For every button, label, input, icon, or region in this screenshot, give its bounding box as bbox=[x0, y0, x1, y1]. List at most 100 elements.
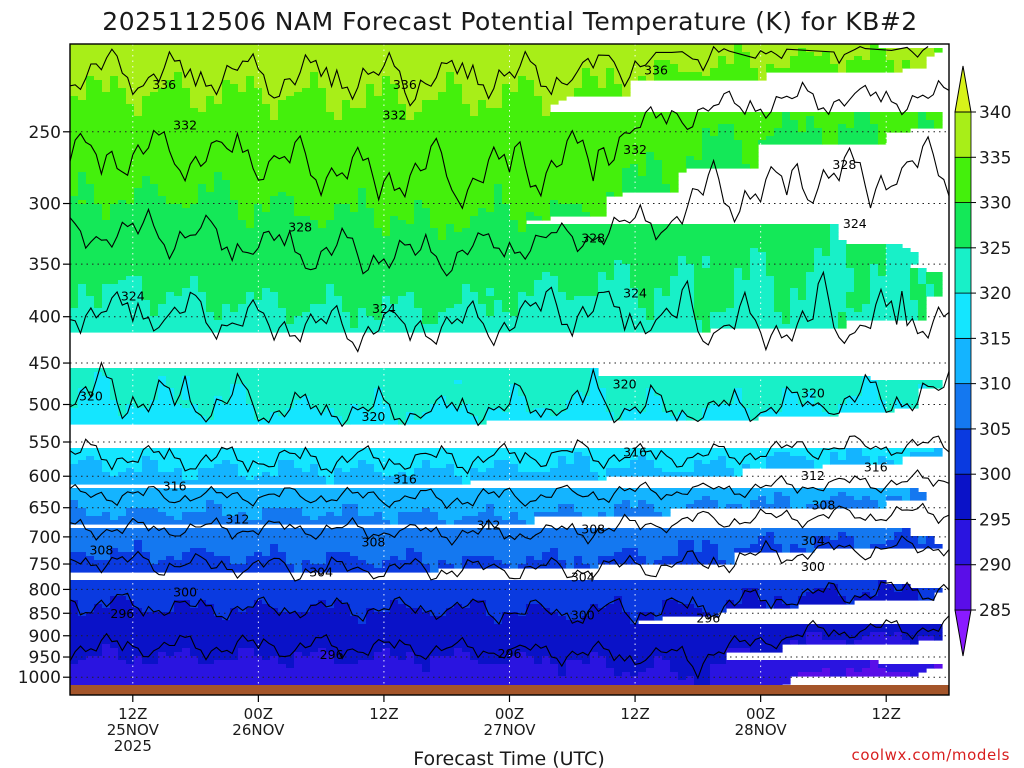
field-cell bbox=[470, 216, 511, 221]
field-cell bbox=[214, 552, 255, 557]
field-cell bbox=[382, 392, 511, 397]
field-cell bbox=[910, 488, 919, 493]
field-cell bbox=[486, 100, 503, 105]
field-cell bbox=[694, 604, 727, 609]
field-cell bbox=[278, 656, 295, 661]
field-cell bbox=[70, 412, 119, 417]
field-cell bbox=[246, 560, 287, 565]
field-cell bbox=[70, 48, 735, 53]
field-cell bbox=[502, 184, 623, 189]
field-cell bbox=[358, 204, 367, 209]
field-cell bbox=[310, 404, 351, 409]
field-cell bbox=[878, 132, 887, 137]
field-cell bbox=[598, 376, 863, 381]
field-cell bbox=[70, 648, 103, 653]
field-cell bbox=[870, 268, 879, 273]
field-cell bbox=[822, 52, 831, 57]
field-cell bbox=[182, 396, 191, 401]
field-cell bbox=[630, 280, 671, 285]
field-cell bbox=[166, 296, 207, 301]
field-cell bbox=[334, 468, 343, 473]
field-cell bbox=[406, 108, 423, 113]
field-cell bbox=[710, 260, 751, 265]
field-cell bbox=[478, 416, 487, 421]
field-cell bbox=[230, 196, 271, 201]
field-cell bbox=[566, 400, 607, 405]
field-cell bbox=[286, 316, 295, 321]
field-cell bbox=[534, 284, 559, 289]
field-cell bbox=[334, 512, 343, 517]
field-cell bbox=[446, 84, 463, 89]
field-cell bbox=[70, 504, 79, 509]
field-cell bbox=[94, 196, 135, 201]
field-cell bbox=[390, 224, 431, 229]
field-cell bbox=[382, 228, 391, 233]
field-cell bbox=[302, 508, 343, 513]
field-cell bbox=[246, 296, 255, 301]
contour-308 bbox=[70, 502, 949, 546]
field-cell bbox=[646, 308, 655, 313]
field-cell bbox=[782, 120, 799, 125]
y-tick-label: 950 bbox=[29, 648, 61, 668]
field-cell bbox=[766, 408, 775, 413]
field-cell bbox=[102, 460, 143, 465]
field-cell bbox=[646, 392, 655, 397]
field-cell bbox=[782, 316, 791, 321]
field-cell bbox=[614, 672, 623, 677]
field-cell bbox=[390, 408, 431, 413]
field-cell bbox=[918, 276, 927, 281]
field-cell bbox=[70, 248, 751, 253]
field-cell bbox=[222, 508, 263, 513]
field-cell bbox=[926, 288, 935, 293]
field-cell bbox=[830, 496, 855, 501]
field-cell bbox=[494, 204, 511, 209]
field-cell bbox=[926, 384, 943, 389]
field-cell bbox=[918, 316, 927, 321]
field-cell bbox=[774, 600, 783, 605]
field-cell bbox=[70, 612, 79, 617]
field-cell bbox=[70, 180, 79, 185]
field-cell bbox=[638, 172, 647, 177]
field-cell bbox=[70, 684, 695, 685]
field-cell bbox=[494, 512, 511, 517]
x-tick-label: 12Z bbox=[620, 705, 649, 723]
field-cell bbox=[246, 84, 255, 89]
field-cell bbox=[742, 44, 871, 49]
field-cell bbox=[838, 136, 879, 141]
field-cell bbox=[70, 92, 87, 97]
field-cell bbox=[70, 280, 119, 285]
field-cell bbox=[190, 396, 215, 401]
field-cell bbox=[742, 588, 759, 593]
field-cell bbox=[334, 208, 351, 213]
field-cell bbox=[766, 260, 815, 265]
colorbar-swatch bbox=[954, 519, 972, 566]
field-cell bbox=[654, 156, 687, 161]
field-cell bbox=[350, 468, 375, 473]
field-cell bbox=[118, 280, 143, 285]
field-cell bbox=[734, 472, 743, 477]
field-cell bbox=[694, 304, 735, 309]
field-cell bbox=[814, 252, 823, 257]
field-cell bbox=[462, 476, 471, 481]
field-cell bbox=[446, 224, 455, 229]
field-cell bbox=[534, 92, 575, 97]
field-cell bbox=[918, 268, 927, 273]
field-cell bbox=[214, 660, 279, 665]
field-cell bbox=[854, 640, 911, 645]
field-cell bbox=[358, 188, 367, 193]
field-cell bbox=[814, 392, 863, 397]
field-cell bbox=[70, 472, 111, 477]
field-cell bbox=[470, 288, 487, 293]
field-cell bbox=[126, 276, 143, 281]
field-cell bbox=[734, 468, 743, 473]
field-cell bbox=[846, 452, 863, 457]
field-cell bbox=[494, 292, 519, 297]
field-cell bbox=[326, 560, 367, 565]
field-cell bbox=[70, 488, 911, 493]
field-cell bbox=[854, 536, 895, 541]
field-cell bbox=[406, 652, 415, 657]
field-cell bbox=[294, 568, 303, 573]
field-cell bbox=[574, 564, 591, 569]
field-cell bbox=[190, 652, 239, 657]
